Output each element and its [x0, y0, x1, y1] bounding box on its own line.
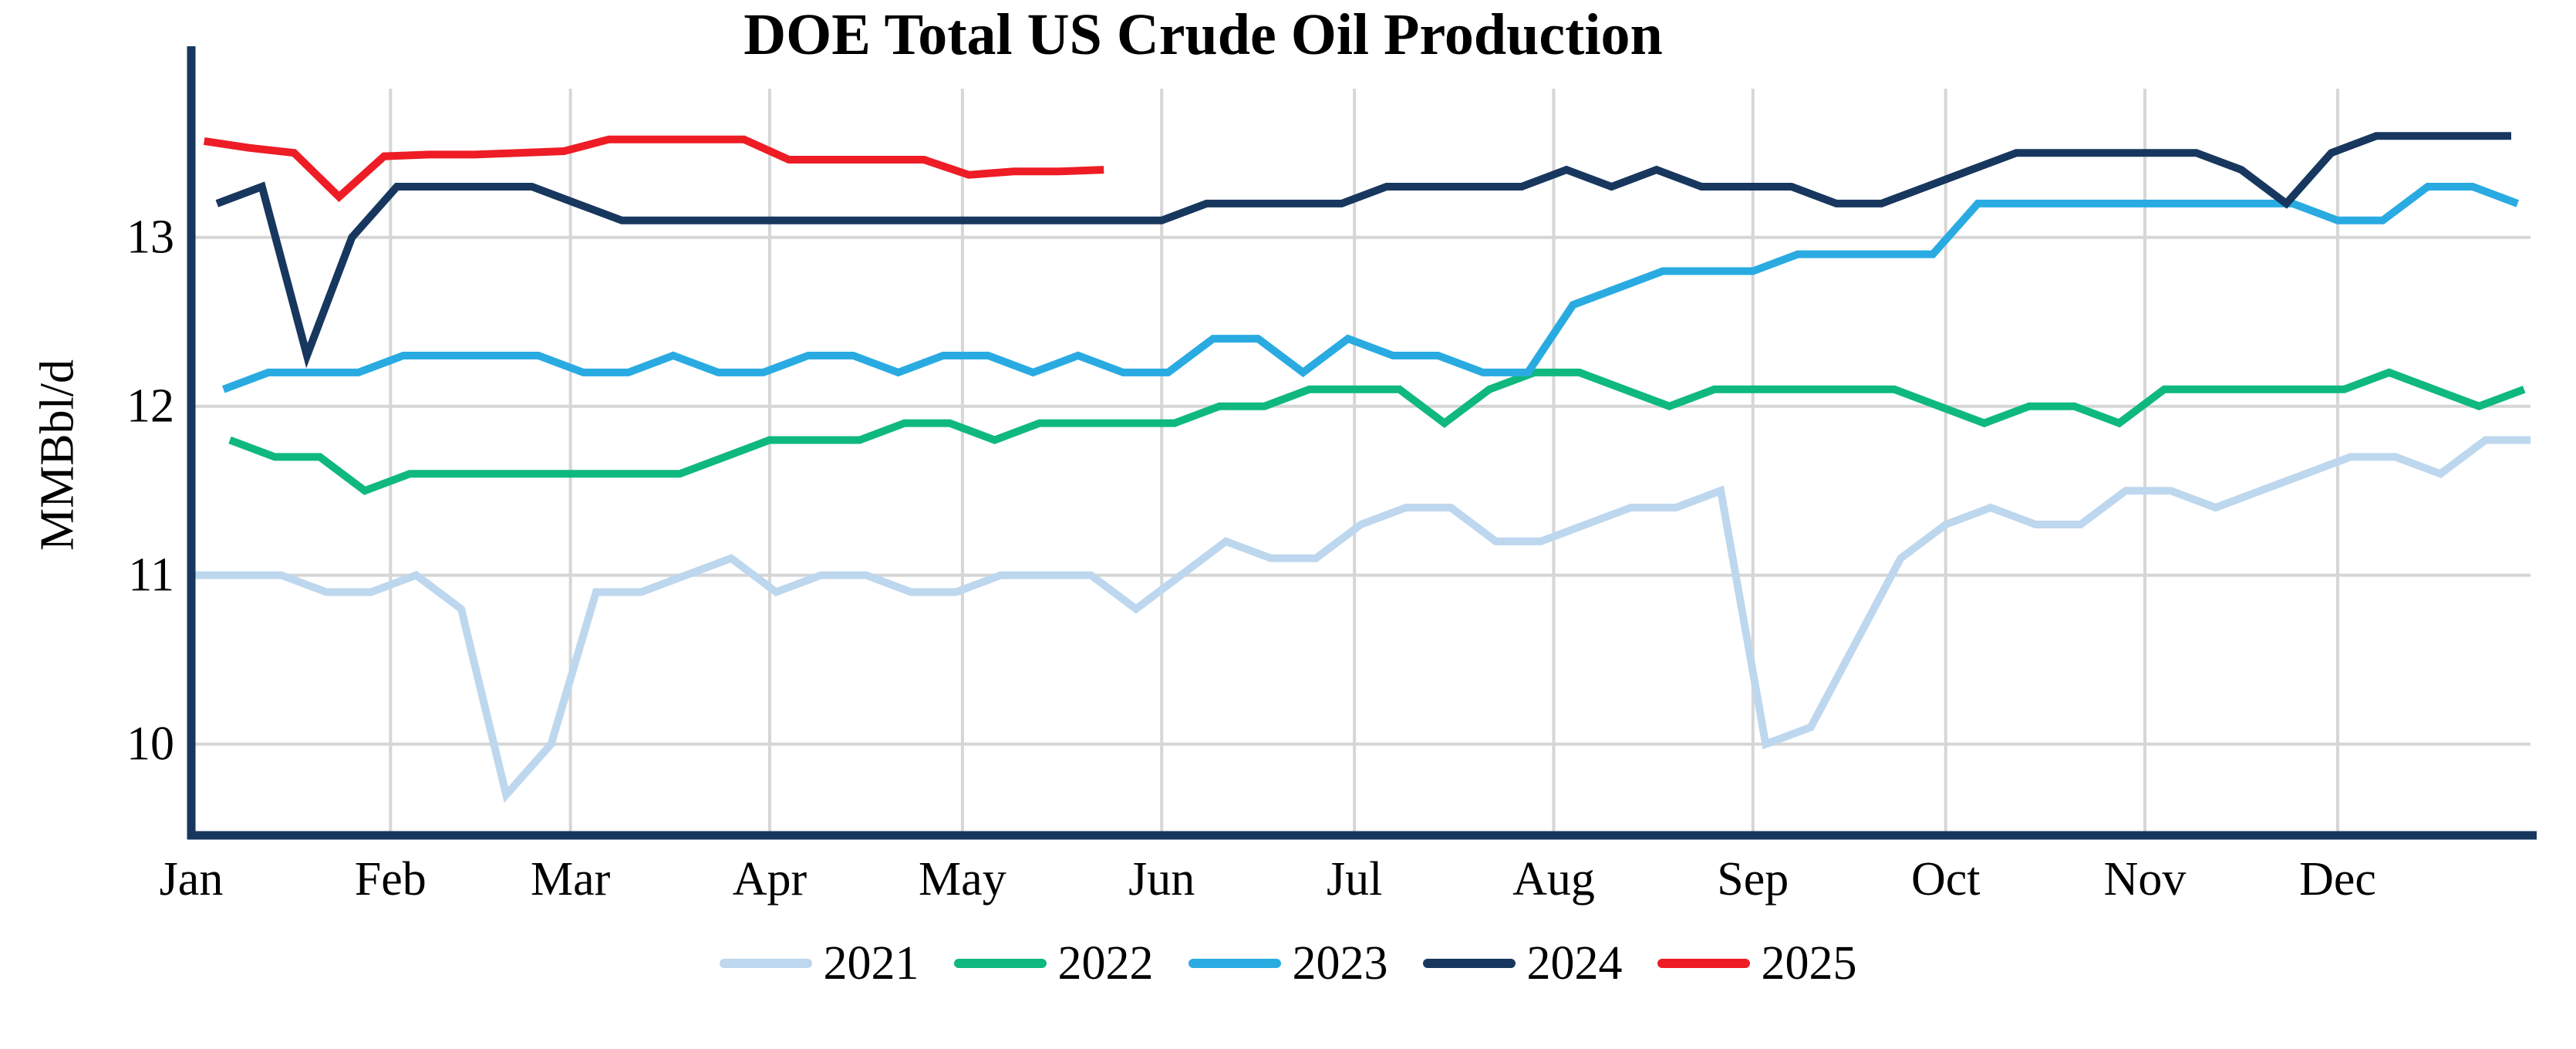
x-tick-label-Jan: Jan [160, 853, 224, 906]
legend-item-2024: 2024 [1422, 937, 1623, 990]
legend-label-2023: 2023 [1292, 937, 1388, 990]
chart-title: DOE Total US Crude Oil Production [743, 2, 1663, 67]
legend-swatch-2021 [719, 959, 812, 968]
legend-swatch-2022 [953, 959, 1047, 968]
legend-label-2024: 2024 [1526, 937, 1623, 990]
y-tick-label-13: 13 [126, 211, 174, 264]
legend-item-2025: 2025 [1657, 939, 1857, 987]
x-tick-label-Sep: Sep [1717, 853, 1789, 906]
series-line-2024 [215, 132, 2511, 369]
x-tick-label-May: May [919, 853, 1006, 906]
legend-swatch-2023 [1188, 959, 1281, 968]
x-tick-label-Feb: Feb [355, 853, 427, 906]
legend-item-2021: 2021 [719, 937, 919, 990]
legend: 2021 2022 2023 2024 2025 [0, 939, 2576, 987]
series-line-2022 [228, 368, 2526, 495]
x-tick-label-Mar: Mar [531, 853, 611, 906]
x-tick-label-Nov: Nov [2104, 853, 2187, 906]
x-tick-label-Jul: Jul [1327, 853, 1382, 906]
legend-item-2022: 2022 [953, 937, 1154, 990]
x-tick-label-Dec: Dec [2299, 853, 2376, 906]
x-tick-label-Apr: Apr [733, 853, 808, 906]
legend-label-2021: 2021 [823, 937, 919, 990]
y-tick-label-12: 12 [126, 380, 174, 433]
legend-label-2025: 2025 [1761, 937, 1857, 990]
legend-label-2022: 2022 [1057, 937, 1154, 990]
series-line-2021 [191, 436, 2530, 803]
x-tick-label-Jun: Jun [1128, 853, 1195, 906]
series-line-2025 [203, 135, 1104, 203]
legend-item-2023: 2023 [1188, 937, 1388, 990]
legend-swatch-2025 [1657, 959, 1750, 968]
legend-swatch-2024 [1422, 959, 1516, 968]
y-tick-label-10: 10 [126, 718, 174, 771]
series-line-2023 [221, 183, 2520, 393]
y-tick-label-11: 11 [128, 549, 174, 602]
x-tick-label-Oct: Oct [1911, 853, 1981, 906]
x-tick-label-Aug: Aug [1512, 853, 1595, 906]
